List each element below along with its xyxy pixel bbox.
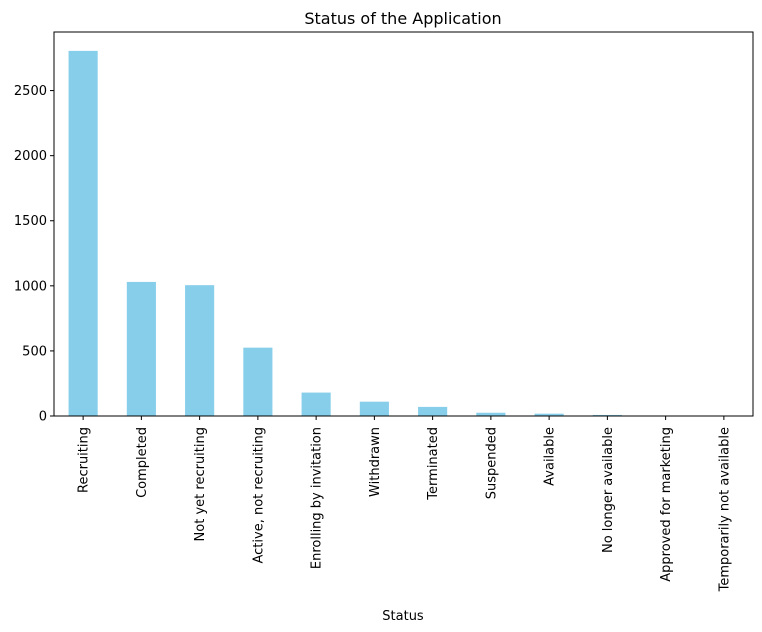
bar-terminated xyxy=(418,406,448,416)
bar-active-not-recruiting xyxy=(243,347,273,416)
x-tick-label: Withdrawn xyxy=(368,427,383,497)
y-tick-label: 0 xyxy=(39,410,47,425)
x-tick-label: Available xyxy=(543,427,558,486)
x-tick-label: Enrolling by invitation xyxy=(310,427,325,569)
bar-suspended xyxy=(476,412,506,416)
y-tick-label: 1500 xyxy=(14,214,47,229)
plot-frame xyxy=(53,31,754,417)
x-axis-label: Status xyxy=(382,609,424,624)
x-tick-label: Temporarily not available xyxy=(717,427,732,592)
x-axis-ticks: Recruiting Completed Not yet recruiting Act… xyxy=(77,416,732,592)
x-tick-label: Not yet recruiting xyxy=(193,427,208,541)
bar-not-yet-recruiting xyxy=(185,285,215,416)
y-tick-label: 2000 xyxy=(14,149,47,164)
x-tick-label: Recruiting xyxy=(77,427,92,493)
bar-enrolling-by-invitation xyxy=(301,392,331,416)
x-tick-label: Completed xyxy=(135,427,150,498)
chart-title: Status of the Application xyxy=(304,9,501,28)
x-tick-label: Active, not recruiting xyxy=(251,427,266,564)
bar-available xyxy=(534,413,564,416)
bar-completed xyxy=(126,281,156,416)
y-tick-label: 500 xyxy=(22,344,47,359)
bars-group xyxy=(68,50,739,417)
y-axis-ticks: 0 500 1000 1500 2000 2500 xyxy=(14,84,54,425)
y-tick-label: 1000 xyxy=(14,279,47,294)
x-tick-label: Suspended xyxy=(484,427,499,499)
x-tick-label: No longer available xyxy=(601,427,616,553)
x-tick-label: Terminated xyxy=(426,427,441,501)
bar-no-longer-available xyxy=(592,414,622,416)
bar-withdrawn xyxy=(359,401,389,416)
y-tick-label: 2500 xyxy=(14,84,47,99)
x-tick-label: Approved for marketing xyxy=(659,427,674,582)
bar-recruiting xyxy=(68,50,98,417)
